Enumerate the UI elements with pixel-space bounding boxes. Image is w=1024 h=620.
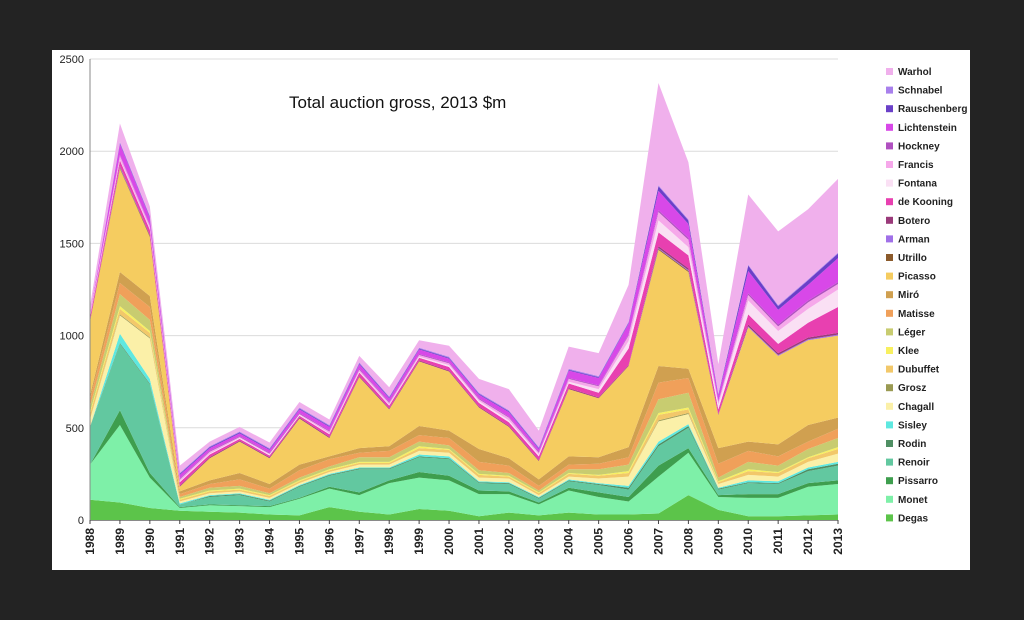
y-tick-label: 2000 [60, 146, 84, 158]
x-tick-label: 1992 [203, 528, 217, 555]
legend-swatch-renoir [886, 458, 893, 466]
legend-swatch-grosz [886, 384, 893, 392]
x-tick-label: 1999 [412, 528, 426, 555]
legend-label-hockney: Hockney [898, 141, 940, 152]
x-tick-label: 1993 [233, 528, 247, 555]
legend-label-degas: Degas [898, 513, 928, 524]
area-series-l-ger [90, 294, 838, 499]
legend-swatch-rauschenberg [886, 105, 893, 113]
legend-swatch-rodin [886, 440, 893, 447]
legend-label-grosz: Grosz [898, 383, 926, 394]
legend-swatch-degas [886, 514, 893, 522]
x-tick-label: 1991 [173, 528, 187, 555]
area-series-dubuffet [90, 308, 838, 502]
x-tick-label: 2004 [562, 528, 576, 555]
legend-swatch-botero [886, 216, 893, 224]
y-tick-label: 1000 [60, 331, 84, 343]
legend-label-l-ger: Léger [898, 327, 925, 338]
legend-label-warhol: Warhol [898, 67, 932, 78]
legend-swatch-l-ger [886, 328, 893, 336]
legend-label-dubuffet: Dubuffet [898, 365, 940, 376]
legend-swatch-sisley [886, 421, 893, 429]
area-series-lichtenstein [90, 143, 838, 479]
legend-label-mir-: Miró [898, 290, 919, 301]
legend-swatch-de-kooning [886, 198, 893, 206]
legend-label-picasso: Picasso [898, 272, 936, 283]
x-tick-label: 2011 [771, 528, 785, 554]
area-layer [90, 82, 838, 520]
area-series-picasso [90, 168, 838, 492]
legend-label-arman: Arman [898, 234, 930, 245]
legend-swatch-monet [886, 495, 893, 503]
x-tick-label: 1995 [292, 528, 306, 555]
area-series-renoir [90, 343, 838, 508]
x-tick-label: 1998 [382, 528, 396, 555]
area-series-degas [90, 495, 838, 520]
legend-swatch-klee [886, 347, 893, 354]
legend-label-chagall: Chagall [898, 402, 934, 413]
legend-swatch-arman [886, 235, 893, 243]
y-tick-label: 2500 [60, 54, 84, 66]
x-tick-label: 2002 [502, 528, 516, 555]
legend-swatch-fontana [886, 179, 893, 187]
area-series-warhol [90, 82, 838, 473]
chart-svg: 0 500 1000 1500 2000 2500 1988 1989 1990 1991 1992… [60, 54, 968, 555]
x-tick-label: 1990 [143, 528, 157, 555]
legend-swatch-chagall [886, 402, 893, 410]
axis-layer: 0 500 1000 1500 2000 2500 1988 1989 1990 1991 1992… [60, 54, 845, 555]
legend-label-schnabel: Schnabel [898, 86, 943, 97]
legend-swatch-dubuffet [886, 365, 893, 373]
legend-label-utrillo: Utrillo [898, 253, 927, 264]
legend-label-renoir: Renoir [898, 458, 930, 469]
legend-swatch-schnabel [886, 86, 893, 94]
legend-swatch-pissarro [886, 477, 893, 485]
legend-label-fontana: Fontana [898, 179, 937, 190]
legend-label-sisley: Sisley [898, 420, 927, 431]
legend-label-rodin: Rodin [898, 439, 926, 450]
area-series-matisse [90, 283, 838, 497]
legend: Warhol Schnabel Rauschenberg Lichtenstein Ho… [886, 67, 967, 524]
x-tick-label: 1997 [352, 528, 366, 555]
chart-panel: 0 500 1000 1500 2000 2500 1988 1989 1990 1991 1992… [52, 50, 970, 570]
x-tick-label: 2013 [831, 528, 845, 555]
legend-label-francis: Francis [898, 160, 934, 171]
x-tick-label: 2009 [711, 528, 725, 555]
legend-label-de-kooning: de Kooning [898, 197, 953, 208]
chart-title: Total auction gross, 2013 $m [289, 93, 506, 112]
legend-swatch-hockney [886, 142, 893, 150]
x-tick-label: 2005 [592, 528, 606, 555]
x-tick-label: 1989 [113, 528, 127, 555]
area-series-mir- [90, 271, 838, 495]
x-tick-label: 2012 [801, 528, 815, 555]
legend-swatch-francis [886, 161, 893, 168]
legend-label-lichtenstein: Lichtenstein [898, 123, 957, 134]
x-tick-label: 2008 [681, 528, 695, 555]
x-tick-label: 2006 [622, 528, 636, 555]
legend-swatch-matisse [886, 309, 893, 317]
y-tick-label: 0 [78, 515, 84, 527]
area-series-chagall [90, 315, 838, 504]
legend-swatch-lichtenstein [886, 123, 893, 131]
legend-label-monet: Monet [898, 495, 928, 506]
x-tick-label: 2010 [741, 528, 755, 555]
x-tick-label: 1988 [83, 528, 97, 555]
x-tick-label: 2000 [442, 528, 456, 555]
legend-label-pissarro: Pissarro [898, 476, 938, 487]
legend-swatch-utrillo [886, 254, 893, 261]
legend-label-rauschenberg: Rauschenberg [898, 104, 967, 115]
y-tick-label: 1500 [60, 238, 84, 250]
legend-swatch-mir- [886, 291, 893, 299]
x-tick-label: 2001 [472, 528, 486, 555]
x-tick-label: 2003 [532, 528, 546, 555]
x-tick-label: 1994 [263, 528, 277, 555]
y-tick-label: 500 [66, 423, 84, 435]
x-tick-label: 1996 [322, 528, 336, 555]
legend-swatch-warhol [886, 68, 893, 75]
legend-swatch-picasso [886, 272, 893, 280]
legend-label-botero: Botero [898, 216, 930, 227]
legend-label-klee: Klee [898, 346, 920, 357]
x-tick-label: 2007 [651, 528, 665, 555]
legend-label-matisse: Matisse [898, 309, 935, 320]
area-series-monet [90, 425, 838, 517]
